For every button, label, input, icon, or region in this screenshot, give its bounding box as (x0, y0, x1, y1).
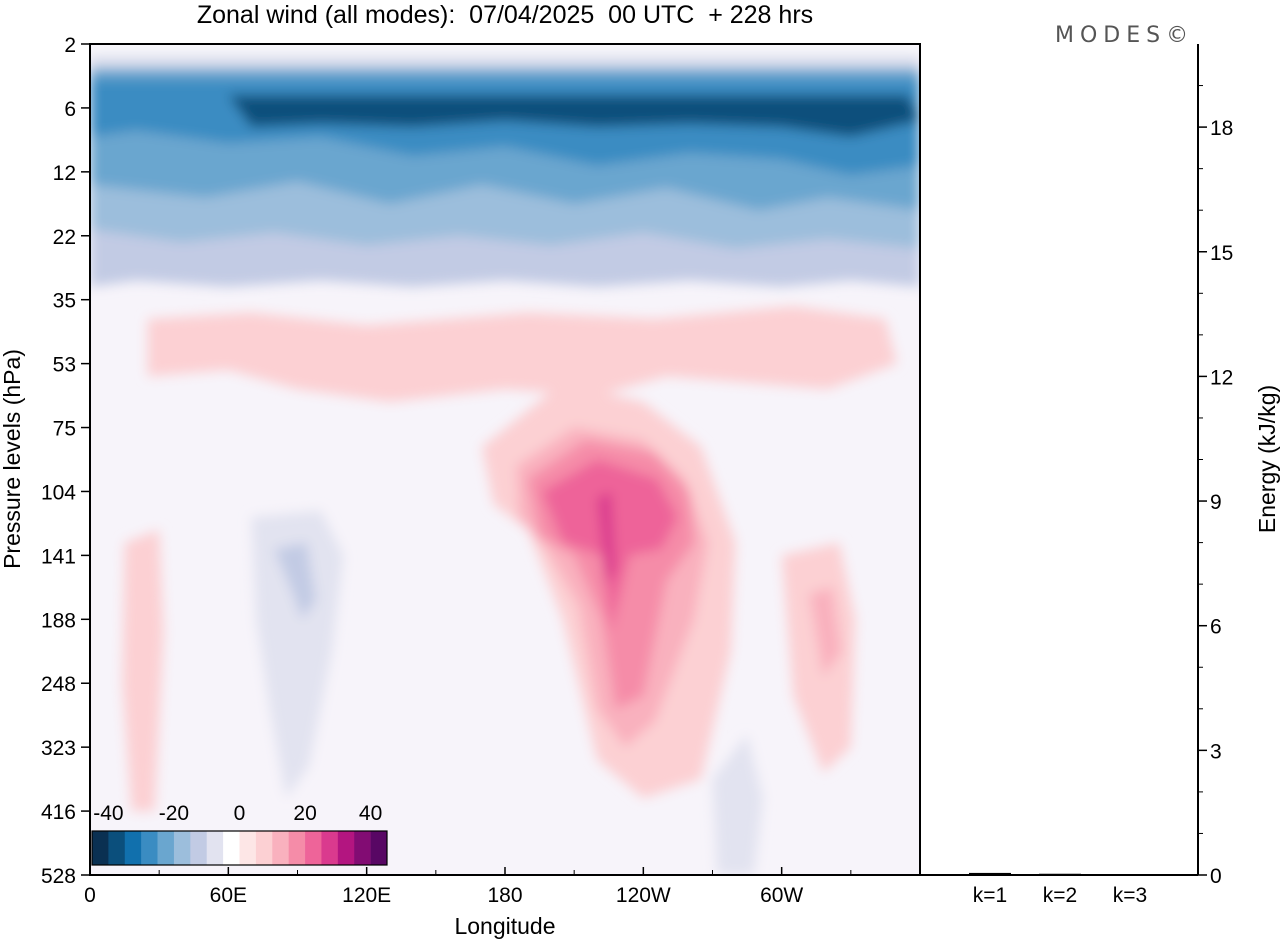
colorbar-tick-label: -20 (159, 802, 189, 825)
colorbar-swatch (370, 831, 388, 865)
colorbar-swatch (321, 831, 339, 865)
y-axis: 2 6 12 22 35 53 75 104 141 188 248 323 416 528 (41, 34, 90, 888)
colorbar-swatch (157, 831, 175, 865)
colorbar-swatch (108, 831, 126, 865)
energy-plot-area (920, 44, 1198, 875)
colorbar-swatch (206, 831, 224, 865)
colorbar-swatch (223, 831, 240, 865)
y-tick-label: 75 (53, 418, 76, 441)
colorbar-tick-label: 20 (293, 802, 316, 825)
colorbar-swatch (190, 831, 208, 865)
energy-bar (969, 872, 1011, 875)
y-tick-label: 188 (41, 609, 76, 632)
energy-category-label: k=1 (973, 884, 1007, 907)
colorbar-tick-label: 0 (234, 802, 246, 825)
colorbar-swatch (305, 831, 322, 865)
y-tick-label: 104 (41, 481, 76, 504)
energy-axis-label: Energy (kJ/kg) (1254, 385, 1280, 533)
y-tick-label: 35 (53, 290, 76, 313)
colorbar: -40 -20 0 20 40 (91, 802, 388, 866)
colorbar-tick-label: -40 (93, 802, 123, 825)
energy-category-label: k=2 (1043, 884, 1077, 907)
x-tick-label: 120E (342, 884, 391, 907)
contour-weak-west-1 (122, 529, 164, 812)
heatmap-field (90, 44, 920, 875)
colorbar-swatch (255, 831, 273, 865)
y-tick-label: 141 (41, 545, 76, 568)
x-tick-label: 60W (760, 884, 803, 907)
colorbar-swatch (354, 831, 371, 865)
x-axis: 0 60E 120E 180 120W 60W (84, 867, 852, 907)
contour-weak-west-3 (809, 587, 842, 677)
contour-westerly-belt (147, 306, 897, 402)
y-tick-label: 2 (64, 34, 76, 57)
contour-band-upper-white (90, 44, 920, 52)
colorbar-swatch (288, 831, 306, 865)
colorbar-swatch (272, 831, 289, 865)
y-tick-label: 528 (41, 865, 76, 888)
x-tick-label: 180 (487, 884, 522, 907)
contour-weak-east-lower (712, 734, 764, 875)
colorbar-swatch (337, 831, 355, 865)
colorbar-swatch (124, 831, 142, 865)
colorbar-swatch (239, 831, 257, 865)
y-tick-label: 12 (53, 162, 76, 185)
energy-tick-label: 15 (1210, 242, 1233, 265)
x-tick-label: 0 (84, 884, 96, 907)
energy-category-label: k=3 (1113, 884, 1147, 907)
contour-band-upper-7 (228, 95, 920, 137)
energy-tick-label: 9 (1210, 491, 1222, 514)
colorbar-tick-label: 40 (359, 802, 382, 825)
x-tick-label: 120W (616, 884, 671, 907)
modes-logo-text: MODES© (1055, 23, 1194, 48)
x-tick-label: 60E (210, 884, 247, 907)
y-tick-label: 416 (41, 801, 76, 824)
energy-tick-label: 12 (1210, 366, 1233, 389)
y-tick-label: 53 (53, 354, 76, 377)
y-tick-label: 22 (53, 226, 76, 249)
energy-tick-label: 0 (1210, 865, 1222, 888)
y-tick-label: 323 (41, 737, 76, 760)
colorbar-frame (91, 830, 388, 866)
energy-axis: 0 3 6 9 12 15 18 (1198, 85, 1233, 888)
energy-tick-label: 3 (1210, 740, 1222, 763)
energy-tick-label: 18 (1210, 117, 1233, 140)
y-tick-label: 6 (64, 98, 76, 121)
energy-bars: k=1 k=2 k=3 (969, 872, 1151, 907)
chart-title: Zonal wind (all modes): 07/04/2025 00 UT… (197, 1, 813, 29)
contour-pocket-inner (274, 542, 316, 620)
colorbar-swatch (173, 831, 191, 865)
y-axis-label: Pressure levels (hPa) (0, 349, 25, 569)
energy-tick-label: 6 (1210, 616, 1222, 639)
contour-weak-west-2 (781, 542, 856, 773)
contour-jet-core (597, 491, 616, 588)
colorbar-swatch (141, 831, 158, 865)
y-tick-label: 248 (41, 673, 76, 696)
x-axis-label: Longitude (454, 913, 555, 939)
colorbar-swatch (92, 831, 109, 865)
contour-pocket-outer (251, 510, 344, 799)
